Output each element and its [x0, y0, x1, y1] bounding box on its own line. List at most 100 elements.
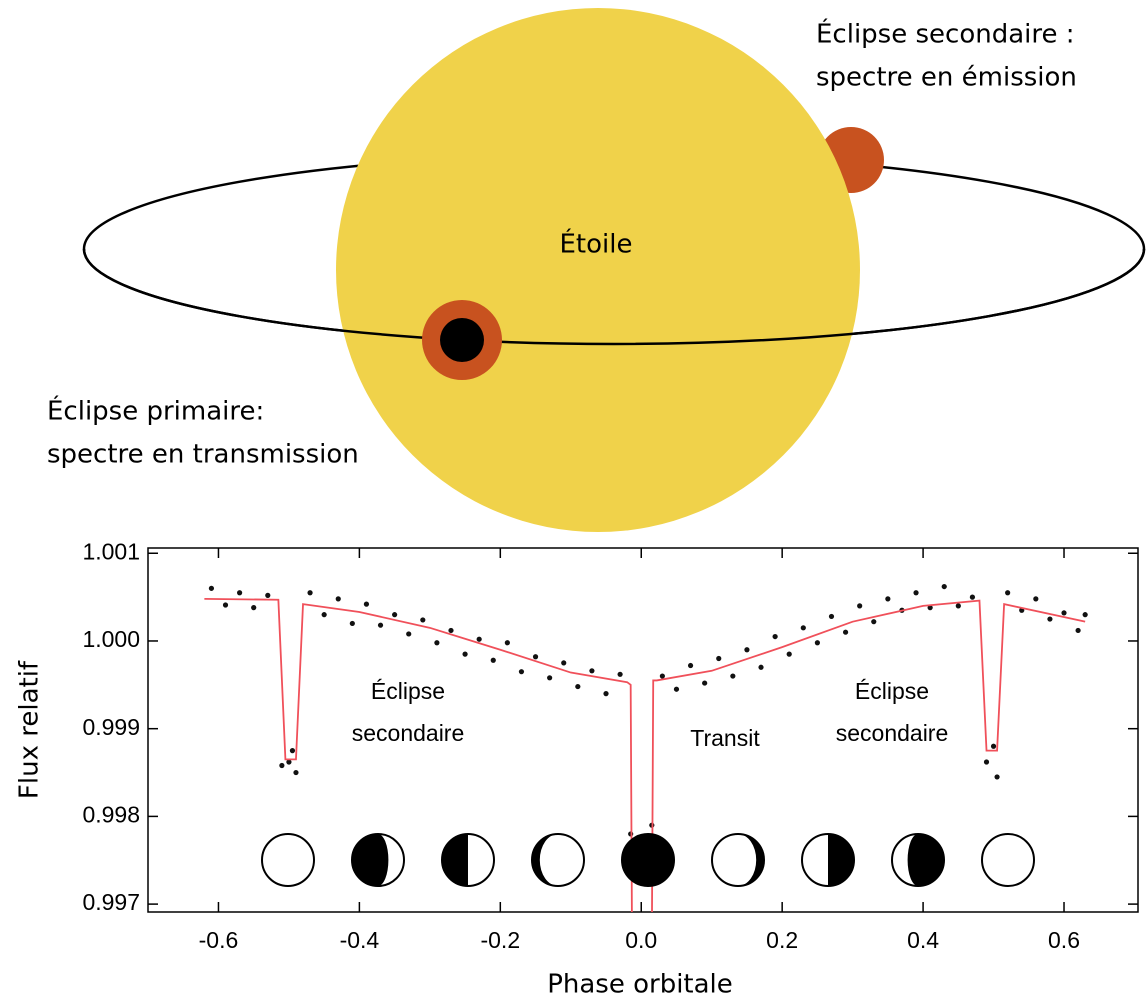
x-tick-label: 0.2 [766, 927, 798, 953]
annotation: secondaire [352, 720, 465, 746]
data-point [857, 603, 863, 609]
annotation: secondaire [836, 720, 949, 746]
data-point [392, 612, 398, 618]
data-point [885, 596, 891, 602]
data-point [758, 664, 764, 670]
data-point [730, 673, 736, 679]
data-point [1061, 610, 1067, 616]
data-point [800, 625, 806, 631]
x-tick-label: -0.6 [199, 927, 239, 953]
data-point [1075, 627, 1081, 634]
phase-dark [532, 834, 558, 886]
phase-dark [622, 834, 674, 886]
data-point [504, 640, 510, 646]
data-point [575, 683, 581, 690]
data-point [237, 590, 243, 596]
data-point [702, 680, 708, 686]
data-point [222, 602, 229, 608]
data-point [842, 629, 849, 635]
data-point [927, 605, 933, 611]
data-point [335, 596, 341, 602]
label: Éclipse secondaire : [816, 18, 1075, 50]
data-point [321, 612, 327, 618]
y-tick-label: 0.997 [82, 889, 140, 915]
data-point [420, 617, 426, 623]
data-point [1033, 596, 1039, 602]
y-axis-label: Flux relatif [15, 660, 45, 799]
data-point [251, 605, 257, 611]
y-tick-label: 1.000 [82, 626, 140, 652]
x-tick-label: 0.4 [907, 927, 939, 953]
data-point [617, 671, 623, 677]
phase-dark [442, 834, 468, 886]
plot-area [204, 583, 1088, 912]
x-axis-label: Phase orbitale [547, 970, 733, 1000]
label: Étoile [560, 228, 633, 260]
data-point [990, 743, 997, 749]
plot-frame [147, 547, 1139, 913]
planet-shadow [440, 318, 484, 362]
data-point [307, 590, 313, 596]
data-point [673, 686, 680, 692]
data-point [286, 759, 292, 765]
data-point [561, 660, 567, 666]
label: spectre en transmission [47, 440, 359, 470]
y-tick-label: 0.999 [82, 714, 140, 740]
data-point [772, 633, 778, 640]
data-point [983, 759, 990, 765]
annotation: Éclipse [371, 678, 445, 704]
data-point [448, 627, 454, 634]
data-point [913, 590, 919, 596]
model-line [204, 597, 1086, 912]
data-point [994, 774, 1000, 780]
data-point [687, 662, 694, 669]
data-point [871, 619, 877, 625]
data-point [589, 668, 595, 674]
data-point [518, 669, 525, 675]
data-point [289, 748, 296, 754]
data-point [941, 583, 947, 590]
data-point [969, 594, 976, 600]
x-tick-label: -0.4 [340, 927, 380, 953]
data-point [814, 640, 820, 646]
x-tick-label: 0.6 [1048, 927, 1080, 953]
data-point [377, 622, 384, 628]
phase-dark [907, 834, 944, 886]
data-point [716, 655, 722, 662]
data-point [547, 675, 553, 681]
data-point [293, 769, 299, 776]
phase-icon [261, 833, 315, 887]
annotation: Transit [690, 725, 760, 751]
data-point [208, 585, 215, 591]
data-point [265, 592, 271, 598]
data-point [434, 640, 440, 646]
phase-dark [352, 834, 389, 886]
label: Éclipse primaire: [47, 395, 264, 427]
data-point [786, 651, 792, 657]
phase-dark [738, 834, 764, 886]
data-point [532, 654, 539, 660]
data-point [1047, 616, 1053, 622]
phase-dark [828, 834, 854, 886]
data-point [744, 647, 750, 653]
data-point [1005, 590, 1011, 596]
star [336, 8, 860, 532]
data-point [363, 601, 370, 607]
y-tick-label: 0.998 [82, 801, 140, 827]
data-point [406, 631, 412, 637]
data-point [955, 603, 961, 609]
orbit-front [82, 248, 1146, 346]
data-point [659, 673, 665, 679]
x-tick-label: -0.2 [480, 927, 520, 953]
data-point [476, 636, 482, 642]
data-point [828, 613, 835, 620]
data-point [279, 762, 285, 769]
data-point [490, 657, 496, 663]
phase-icon [981, 833, 1035, 887]
label: spectre en émission [816, 63, 1077, 93]
data-point [462, 651, 468, 657]
x-tick-label: 0.0 [625, 927, 657, 953]
data-point [349, 620, 355, 627]
